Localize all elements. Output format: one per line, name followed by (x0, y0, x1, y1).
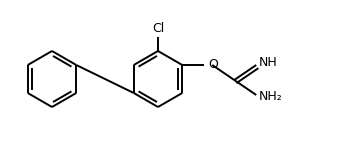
Text: NH: NH (259, 57, 278, 70)
Text: NH₂: NH₂ (259, 91, 283, 103)
Text: O: O (208, 58, 218, 72)
Text: Cl: Cl (152, 22, 164, 35)
